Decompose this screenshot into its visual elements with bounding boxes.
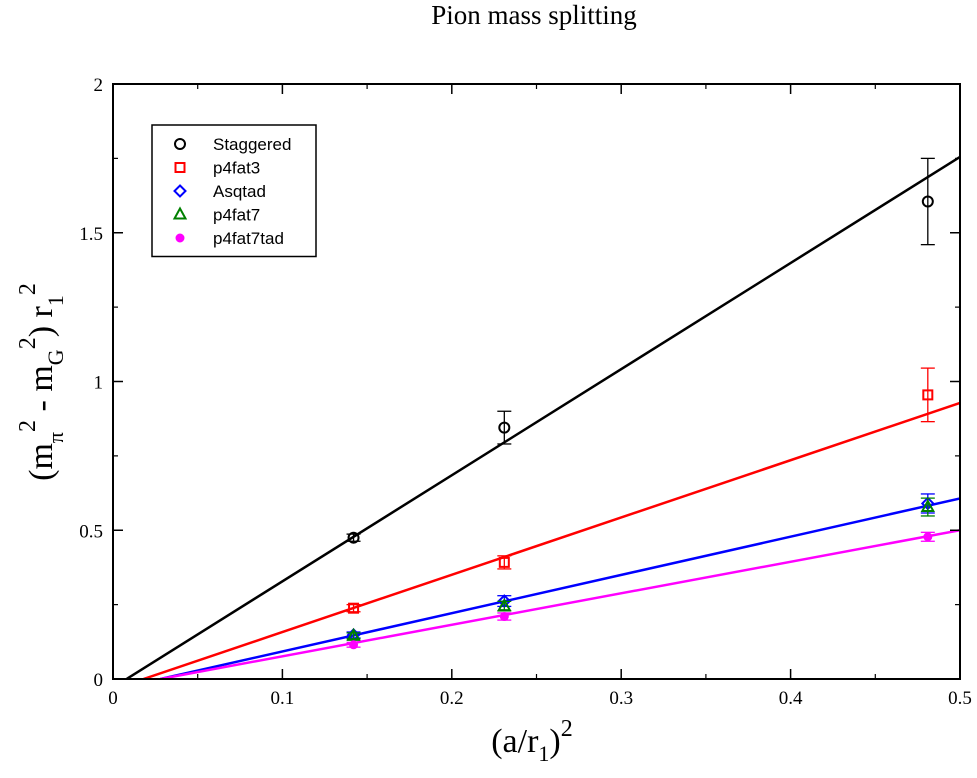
fit-line-p4fat7tad <box>160 529 960 679</box>
data-point-p4fat7 <box>920 498 936 513</box>
data-point-staggered <box>347 531 360 544</box>
data-point-staggered <box>921 195 934 208</box>
x-axis-title-sup: 2 <box>561 716 573 742</box>
legend-marker-p4fat3 <box>174 162 186 173</box>
legend-label-p4fat7tad: p4fat7tad <box>213 229 284 248</box>
x-tick-label: 0.2 <box>440 688 464 709</box>
y-tick-label: 0.5 <box>79 521 103 542</box>
y-axis-title-close: ) r <box>23 305 60 337</box>
y-axis-title-sub2: G <box>43 349 68 365</box>
fit-lines <box>125 155 960 679</box>
y-tick-label: 2 <box>94 75 104 96</box>
legend-label-asqtad: Asqtad <box>213 182 266 201</box>
x-axis-title-base: (a/r <box>491 723 539 760</box>
x-tick-label: 0.4 <box>779 688 803 709</box>
data-point-p4fat7 <box>497 598 512 612</box>
legend-marker-p4fat7tad <box>175 233 185 243</box>
data-point-staggered <box>498 421 511 434</box>
data-points <box>346 157 936 650</box>
y-tick-label: 1 <box>94 373 104 394</box>
y-axis-title-sup1: 2 <box>15 420 41 432</box>
y-tick-label: 0 <box>94 670 104 691</box>
data-point-p4fat7tad <box>923 532 933 542</box>
y-axis-title-sub1: π <box>43 432 68 443</box>
data-point-p4fat7tad <box>499 612 509 622</box>
x-tick-label: 0.5 <box>948 688 972 709</box>
data-point-p4fat3 <box>922 389 934 401</box>
y-axis-title-sup3: 2 <box>15 283 41 295</box>
axis-ticks: 0 0.1 0.2 0.3 0.4 0.5 0 0.5 1 1.5 2 <box>79 75 972 709</box>
legend: Staggered p4fat3 Asqtad p4fat7 p4fat7tad <box>151 124 317 258</box>
y-axis-title-open: (m <box>23 443 60 481</box>
legend-marker-staggered <box>174 138 186 150</box>
data-point-p4fat3 <box>348 602 360 614</box>
legend-label-staggered: Staggered <box>213 135 291 154</box>
legend-label-p4fat3: p4fat3 <box>213 159 260 178</box>
legend-marker-p4fat7 <box>172 206 188 220</box>
legend-marker-asqtad <box>173 184 187 198</box>
y-axis-title-mid: - m <box>23 365 60 420</box>
legend-label-p4fat7: p4fat7 <box>213 206 260 225</box>
x-tick-label: 0.1 <box>271 688 295 709</box>
data-point-p4fat7 <box>346 627 361 641</box>
x-axis-title: (a/r1)2 <box>491 716 573 766</box>
fit-line-p4fat3 <box>143 401 960 679</box>
y-tick-label: 1.5 <box>79 224 103 245</box>
chart-title: Pion mass splitting <box>431 0 637 30</box>
fit-line-asqtad <box>160 497 960 679</box>
x-tick-label: 0 <box>108 688 118 709</box>
y-axis-title-sub3: 1 <box>43 295 68 306</box>
x-axis-title-close: ) <box>549 723 560 760</box>
y-axis-title: (mπ2 - mG2) r12 <box>15 283 68 481</box>
data-point-p4fat7tad <box>349 640 359 650</box>
x-axis-title-sub: 1 <box>538 741 549 766</box>
data-point-p4fat3 <box>498 556 510 568</box>
y-axis-title-sup2: 2 <box>15 337 41 349</box>
fit-line-staggered <box>125 155 960 679</box>
x-tick-label: 0.3 <box>609 688 633 709</box>
